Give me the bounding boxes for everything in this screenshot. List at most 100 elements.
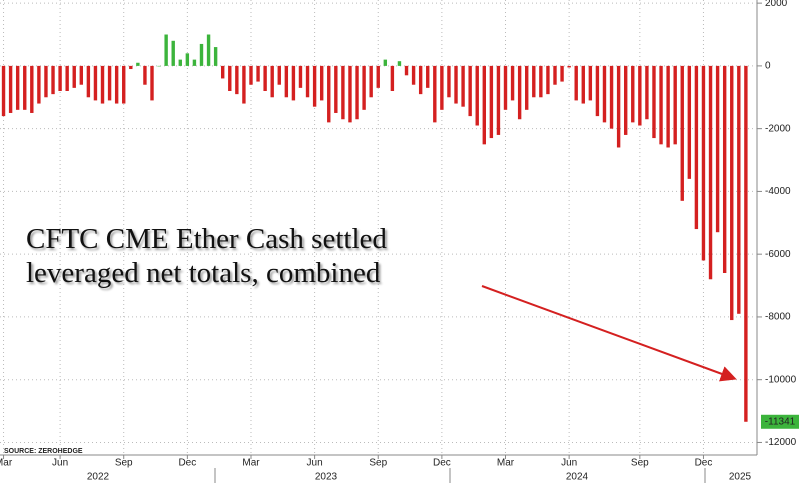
y-tick-label: 0 xyxy=(765,61,771,72)
x-tick-label: Mar xyxy=(0,458,13,469)
bar xyxy=(37,65,41,104)
y-tick-label: -12000 xyxy=(765,437,797,448)
bar xyxy=(143,65,147,85)
bar xyxy=(79,65,84,85)
bar xyxy=(235,65,239,95)
bar xyxy=(539,65,543,98)
bar xyxy=(376,65,380,88)
bar xyxy=(58,65,62,91)
y-tick-label: -10000 xyxy=(765,374,797,385)
x-group-label: 2022 xyxy=(87,472,110,483)
x-tick-label: Jun xyxy=(561,458,577,469)
bar xyxy=(284,65,289,98)
x-tick-label: Jun xyxy=(52,458,68,469)
bar xyxy=(553,65,557,85)
bar xyxy=(489,65,494,139)
bar xyxy=(51,65,55,95)
bar xyxy=(652,65,656,139)
bar xyxy=(192,59,197,66)
x-tick-label: Sep xyxy=(369,458,387,469)
x-tick-label: Mar xyxy=(242,458,260,469)
bar xyxy=(595,65,600,117)
bar xyxy=(178,59,182,66)
bar xyxy=(44,65,48,98)
bar xyxy=(122,65,126,104)
bar xyxy=(291,65,296,101)
bar xyxy=(581,65,585,104)
bar xyxy=(1,65,6,117)
bar xyxy=(645,65,649,120)
y-tick-label: -6000 xyxy=(765,249,791,260)
last-value-label: -11341 xyxy=(765,416,796,427)
bar xyxy=(482,65,486,145)
bar xyxy=(185,53,190,66)
bar xyxy=(136,62,140,66)
bar xyxy=(418,65,423,95)
bar xyxy=(496,65,501,135)
bar xyxy=(228,65,232,91)
annotation: CFTC CME Ether Cash settled xyxy=(26,223,387,255)
bar xyxy=(242,65,246,104)
annotation: leveraged net totals, combined xyxy=(26,257,381,289)
bar xyxy=(525,65,529,110)
bar xyxy=(517,65,522,120)
x-tick-label: Sep xyxy=(115,458,133,469)
bar xyxy=(616,65,621,148)
bar xyxy=(503,65,508,110)
bar xyxy=(93,65,98,101)
bar xyxy=(475,65,479,126)
bar xyxy=(673,65,677,145)
bar xyxy=(65,65,69,91)
bar xyxy=(249,65,253,85)
x-group-label: 2023 xyxy=(315,472,338,483)
bar xyxy=(129,65,133,70)
bar xyxy=(213,47,218,66)
source: SOURCE: ZEROHEDGE xyxy=(4,448,83,455)
y-tick-label: -8000 xyxy=(765,312,791,323)
bar xyxy=(114,65,119,104)
bar xyxy=(638,65,642,126)
bar xyxy=(305,65,310,98)
x-tick-label: Dec xyxy=(695,458,713,469)
bar xyxy=(588,65,593,101)
bar xyxy=(390,65,395,91)
bar xyxy=(744,65,748,422)
bar xyxy=(447,65,451,98)
bar xyxy=(574,65,578,101)
bar xyxy=(426,65,430,88)
bar xyxy=(164,34,168,66)
bar xyxy=(298,65,303,88)
bar xyxy=(708,65,713,280)
bar xyxy=(546,65,550,95)
arrow xyxy=(481,285,737,382)
bar xyxy=(23,65,27,110)
bar xyxy=(312,65,317,107)
bar xyxy=(107,65,112,101)
y-tick-label: 2000 xyxy=(765,0,788,9)
bar xyxy=(722,65,727,274)
x-tick-label: Dec xyxy=(178,458,196,469)
x-tick-label: Jun xyxy=(307,458,323,469)
bar xyxy=(86,65,91,98)
bar xyxy=(15,65,20,110)
bar xyxy=(433,65,437,123)
x-tick-label: Dec xyxy=(433,458,451,469)
x-tick-label: Mar xyxy=(497,458,515,469)
bar xyxy=(659,65,663,145)
bar xyxy=(348,65,352,123)
x-group-label: 2024 xyxy=(566,472,589,483)
bar xyxy=(687,65,692,179)
bar xyxy=(737,65,741,314)
bar xyxy=(199,43,204,66)
bar xyxy=(355,65,359,120)
x-group-label: 2025 xyxy=(729,472,752,483)
bar xyxy=(263,65,267,91)
bar xyxy=(631,65,635,123)
bar xyxy=(715,65,720,233)
bar xyxy=(602,65,607,123)
bar xyxy=(383,59,388,66)
bar xyxy=(532,65,536,98)
bar xyxy=(72,65,76,88)
bar xyxy=(510,65,515,101)
bar xyxy=(730,65,734,321)
